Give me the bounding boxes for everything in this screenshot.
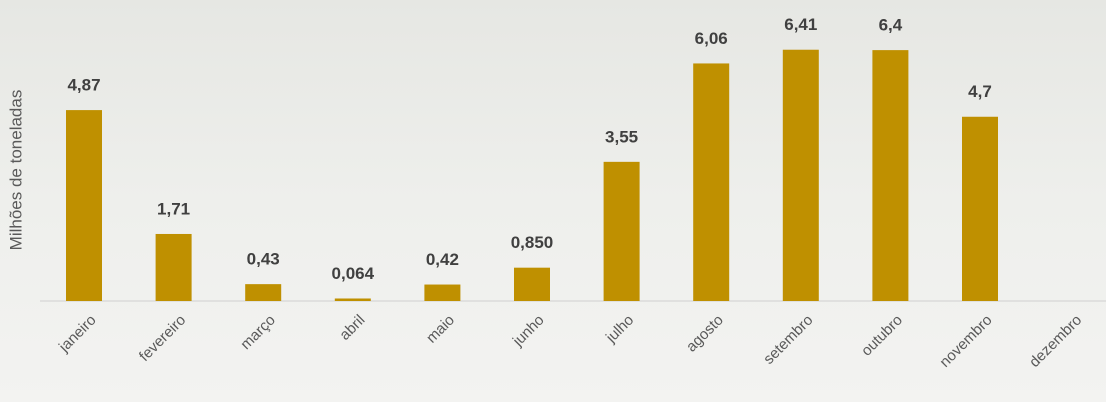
value-label: 0,43	[247, 250, 280, 269]
value-label: 6,4	[879, 16, 903, 35]
chart: Milhões de toneladas janeiro4,87fevereir…	[0, 0, 1106, 402]
bar	[872, 50, 908, 301]
page: Milhões de toneladas janeiro4,87fevereir…	[0, 0, 1106, 402]
bar	[335, 298, 371, 301]
bar	[424, 285, 460, 301]
bar	[962, 117, 998, 301]
bar	[783, 50, 819, 301]
bar	[245, 284, 281, 301]
bar	[156, 234, 192, 301]
bar	[66, 110, 102, 301]
value-label: 0,850	[511, 233, 554, 252]
value-label: 3,55	[605, 127, 638, 146]
value-label: 6,06	[695, 29, 728, 48]
value-label: 1,71	[157, 199, 190, 218]
value-label: 0,42	[426, 250, 459, 269]
value-label: 4,7	[968, 82, 992, 101]
bar	[693, 63, 729, 301]
bar	[604, 162, 640, 301]
value-label: 0,064	[332, 264, 375, 283]
bar	[514, 268, 550, 301]
y-axis-title: Milhões de toneladas	[6, 90, 25, 251]
value-label: 6,41	[784, 15, 817, 34]
value-label: 4,87	[67, 76, 100, 95]
